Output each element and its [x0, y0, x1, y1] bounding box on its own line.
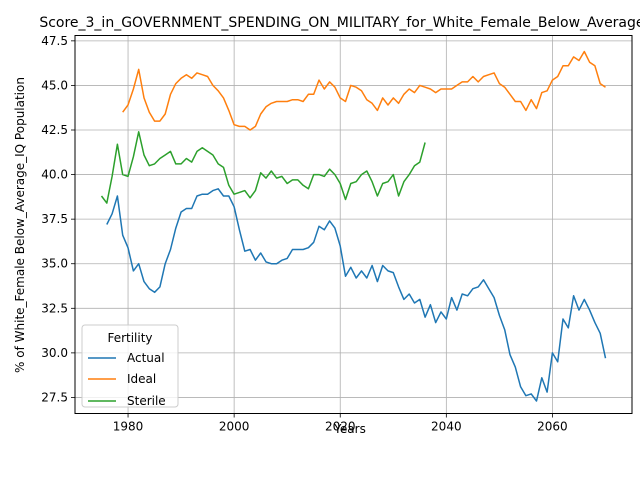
x-tick-label: 1980 — [113, 420, 144, 434]
legend-label-actual: Actual — [127, 351, 165, 365]
y-tick-label: 30.0 — [41, 346, 68, 360]
y-tick-label: 35.0 — [41, 257, 68, 271]
y-tick-label: 47.5 — [41, 34, 68, 48]
series-line-ideal — [122, 50, 606, 131]
x-axis-label: Years — [333, 422, 366, 436]
x-tick-label: 2020 — [325, 420, 356, 434]
legend-label-ideal: Ideal — [127, 372, 156, 386]
series-line-actual — [106, 188, 607, 402]
series-lines — [100, 50, 607, 402]
y-tick-label: 32.5 — [41, 301, 68, 315]
y-tick-label: 27.5 — [41, 390, 68, 404]
legend-label-sterile: Sterile — [127, 394, 166, 408]
y-axis: 27.5 30.0 32.5 35.0 37.5 40.0 42.5 45.0 47.5 — [41, 34, 75, 404]
series-line-sterile — [100, 131, 426, 204]
x-tick-label: 2060 — [537, 420, 568, 434]
legend-box — [81, 324, 179, 408]
legend: Fertility Actual Ideal Sterile — [81, 324, 179, 408]
plot-frame — [74, 35, 633, 414]
y-tick-label: 40.0 — [41, 168, 68, 182]
x-axis: 1980 2000 2020 2040 2060 — [113, 413, 568, 434]
y-tick-label: 42.5 — [41, 123, 68, 137]
chart-title: Score_3_in_GOVERNMENT_SPENDING_ON_MILITA… — [39, 15, 640, 31]
y-tick-label: 45.0 — [41, 78, 68, 92]
x-tick-label: 2040 — [431, 420, 462, 434]
y-tick-label: 37.5 — [41, 212, 68, 226]
legend-title: Fertility — [107, 331, 152, 345]
y-axis-label: % of White_Female Below_Average_IQ Popul… — [13, 77, 27, 373]
x-tick-label: 2000 — [219, 420, 250, 434]
